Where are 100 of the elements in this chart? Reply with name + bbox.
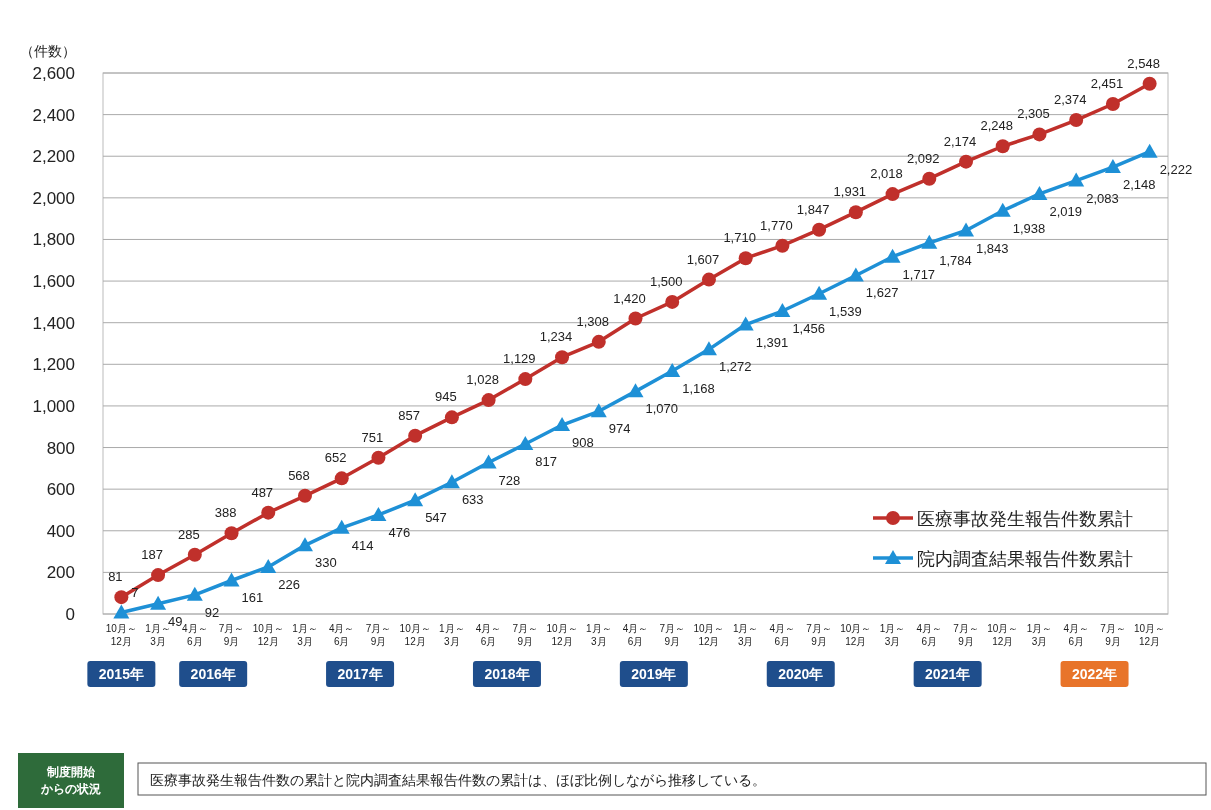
- data-label: 2,305: [1017, 106, 1050, 122]
- y-tick-label: 1,200: [32, 355, 75, 375]
- data-label: 633: [461, 492, 484, 508]
- text: 2016年: [190, 666, 236, 682]
- data-label: 1,234: [539, 329, 573, 345]
- text: 2015年: [98, 666, 144, 682]
- y-tick-label: 400: [46, 521, 75, 541]
- data-label: 1,168: [682, 380, 715, 396]
- data-label: 908: [572, 435, 594, 451]
- x-tick-label: 7月～9月: [1100, 623, 1126, 647]
- x-tick-label: 4月～6月: [475, 623, 502, 647]
- data-label: 414: [351, 537, 374, 553]
- x-tick-label: 10月～12月: [105, 623, 137, 647]
- data-label: 476: [388, 524, 411, 540]
- x-tick-label: 10月～12月: [693, 623, 725, 647]
- data-label: 487: [251, 484, 274, 500]
- y-tick-label: 2,600: [32, 64, 75, 83]
- x-tick-label: 7月～9月: [365, 623, 392, 647]
- point: [628, 311, 643, 326]
- data-label: 81: [108, 569, 123, 585]
- x-tick-label: 4月～6月: [769, 623, 796, 647]
- point: [847, 267, 864, 282]
- data-label: 2,092: [907, 150, 940, 166]
- data-label: 547: [425, 510, 447, 526]
- point: [1031, 185, 1048, 200]
- data-label: 226: [278, 576, 300, 592]
- point: [921, 234, 938, 249]
- data-label: 1,272: [718, 359, 752, 375]
- data-label: 857: [398, 407, 421, 423]
- x-tick-label: 4月～6月: [916, 623, 943, 647]
- point: [114, 590, 129, 605]
- point: [590, 403, 607, 418]
- data-label: 1,627: [865, 285, 899, 301]
- x-tick-label: 10月～12月: [546, 623, 578, 647]
- point: [408, 428, 423, 443]
- point: [444, 410, 459, 425]
- data-label: 1,420: [613, 290, 646, 306]
- y-tick-label: 2,000: [32, 188, 75, 208]
- data-label: 1,028: [466, 372, 499, 388]
- data-label: 2,451: [1090, 76, 1124, 91]
- point: [224, 526, 239, 541]
- data-label: 1,784: [939, 252, 972, 268]
- point: [848, 205, 863, 220]
- point: [959, 154, 974, 169]
- data-label: 1,391: [755, 334, 789, 350]
- data-label: 945: [435, 389, 457, 405]
- data-label: 1,847: [796, 201, 830, 217]
- data-label: 1,770: [760, 217, 793, 233]
- x-tick-label: 7月～9月: [659, 623, 686, 647]
- data-label: 1,456: [792, 321, 825, 337]
- x-tick-label: 7月～9月: [806, 623, 832, 647]
- y-tick-label: 2,200: [32, 147, 75, 167]
- y-tick-label: 1,800: [32, 230, 75, 250]
- data-label: 49: [168, 613, 183, 629]
- point: [811, 285, 828, 300]
- data-label: 1,308: [576, 313, 610, 329]
- data-label: 2,018: [870, 166, 903, 182]
- data-label: 2,248: [980, 118, 1014, 134]
- point: [150, 595, 167, 610]
- text: 制度開始からの状況: [40, 765, 101, 796]
- x-tick-label: 1月～3月: [732, 623, 759, 647]
- data-label: 1,070: [645, 401, 679, 417]
- point: [407, 492, 424, 507]
- point: [884, 248, 901, 263]
- point: [187, 547, 202, 562]
- data-label: 728: [498, 472, 521, 488]
- data-label: 161: [241, 590, 264, 606]
- text: 2018年: [484, 666, 530, 682]
- data-label: 2,174: [943, 133, 977, 149]
- y-tick-label: 600: [46, 480, 75, 500]
- x-tick-label: 10月～12月: [1134, 623, 1166, 647]
- point: [737, 316, 754, 331]
- point: [1068, 172, 1085, 187]
- point: [1032, 127, 1047, 142]
- point: [664, 362, 681, 377]
- data-label: 2,019: [1049, 203, 1083, 219]
- x-tick-label: 4月～6月: [182, 623, 208, 647]
- point: [1142, 76, 1157, 91]
- x-tick-label: 10月～12月: [840, 623, 872, 647]
- point: [113, 604, 130, 619]
- data-label: 2,374: [1053, 92, 1087, 108]
- point: [700, 341, 717, 356]
- y-tick-label: 800: [46, 438, 75, 458]
- point: [223, 572, 240, 587]
- point: [370, 506, 387, 521]
- point: [665, 294, 680, 309]
- data-label: 1,931: [833, 184, 867, 200]
- data-label: 2,083: [1086, 190, 1119, 206]
- point: [371, 450, 386, 465]
- legend-label: 院内調査結果報告件数累計: [917, 549, 1133, 569]
- data-label: 92: [204, 604, 220, 620]
- point: [260, 558, 277, 573]
- data-label: 2,548: [1127, 55, 1160, 71]
- x-tick-label: 1月～3月: [1026, 623, 1053, 647]
- data-label: 568: [288, 467, 310, 483]
- x-tick-label: 7月～9月: [218, 623, 245, 647]
- y-axis-title: （件数）: [20, 43, 76, 59]
- text: 2021年: [925, 666, 971, 682]
- x-tick-label: 10月～12月: [399, 623, 431, 647]
- x-tick-label: 1月～3月: [292, 623, 318, 647]
